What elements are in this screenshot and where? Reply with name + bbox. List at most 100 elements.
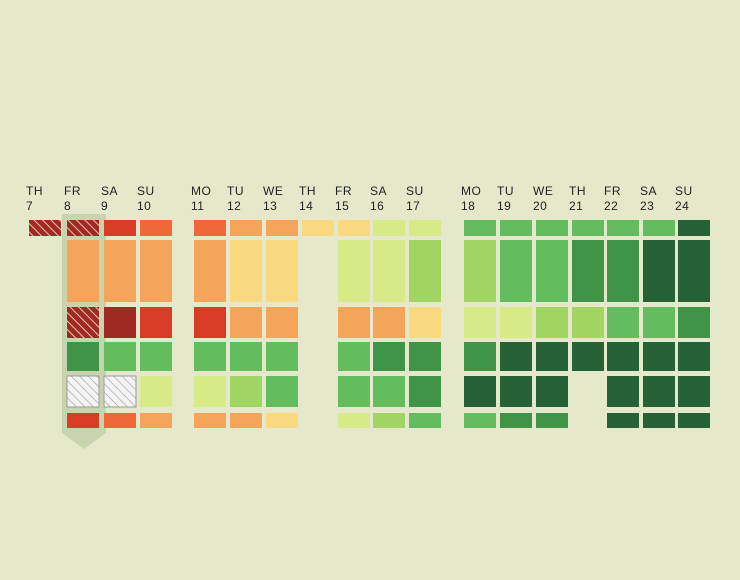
heatmap-cell[interactable]	[66, 375, 100, 408]
heatmap-cell[interactable]	[409, 413, 441, 428]
heatmap-cell[interactable]	[500, 342, 532, 371]
heatmap-cell[interactable]	[373, 342, 405, 371]
day-label[interactable]: SA 23	[640, 184, 657, 214]
heatmap-cell[interactable]	[607, 376, 639, 407]
heatmap-cell[interactable]	[373, 376, 405, 407]
heatmap-cell[interactable]	[266, 413, 298, 428]
heatmap-cell[interactable]	[678, 220, 710, 236]
heatmap-cell[interactable]	[266, 307, 298, 338]
heatmap-cell[interactable]	[607, 220, 639, 236]
day-label[interactable]: WE 20	[533, 184, 553, 214]
heatmap-cell[interactable]	[67, 413, 99, 428]
heatmap-cell[interactable]	[678, 240, 710, 302]
heatmap-cell[interactable]	[643, 342, 675, 371]
heatmap-cell[interactable]	[104, 342, 136, 371]
heatmap-cell[interactable]	[643, 307, 675, 338]
heatmap-cell[interactable]	[464, 342, 496, 371]
heatmap-cell[interactable]	[409, 240, 441, 302]
heatmap-cell[interactable]	[266, 342, 298, 371]
heatmap-cell[interactable]	[572, 342, 604, 371]
heatmap-cell[interactable]	[230, 342, 262, 371]
heatmap-cell[interactable]	[607, 413, 639, 428]
heatmap-cell[interactable]	[678, 342, 710, 371]
heatmap-cell[interactable]	[67, 240, 99, 302]
heatmap-cell[interactable]	[464, 307, 496, 338]
heatmap-cell[interactable]	[464, 240, 496, 302]
heatmap-cell[interactable]	[104, 307, 136, 338]
day-label[interactable]: TU 19	[497, 184, 514, 214]
heatmap-cell[interactable]	[536, 240, 568, 302]
heatmap-cell[interactable]	[409, 307, 441, 338]
heatmap-cell[interactable]	[230, 307, 262, 338]
day-label[interactable]: TH 14	[299, 184, 316, 214]
day-label[interactable]: FR 8	[64, 184, 81, 214]
heatmap-cell[interactable]	[104, 240, 136, 302]
heatmap-cell[interactable]	[373, 307, 405, 338]
heatmap-cell[interactable]	[230, 220, 262, 236]
heatmap-cell[interactable]	[536, 220, 568, 236]
heatmap-cell[interactable]	[536, 342, 568, 371]
day-label[interactable]: TU 12	[227, 184, 244, 214]
heatmap-cell[interactable]	[500, 413, 532, 428]
heatmap-cell[interactable]	[104, 413, 136, 428]
heatmap-cell[interactable]	[29, 220, 61, 236]
heatmap-cell[interactable]	[500, 307, 532, 338]
heatmap-cell[interactable]	[338, 413, 370, 428]
heatmap-cell[interactable]	[194, 376, 226, 407]
day-label[interactable]: FR 15	[335, 184, 352, 214]
heatmap-cell[interactable]	[373, 240, 405, 302]
heatmap-cell[interactable]	[338, 220, 370, 236]
heatmap-cell[interactable]	[572, 240, 604, 302]
heatmap-cell[interactable]	[230, 376, 262, 407]
heatmap-cell[interactable]	[338, 307, 370, 338]
heatmap-cell[interactable]	[464, 376, 496, 407]
heatmap-cell[interactable]	[409, 342, 441, 371]
day-label[interactable]: SA 9	[101, 184, 118, 214]
heatmap-cell[interactable]	[536, 307, 568, 338]
heatmap-cell[interactable]	[140, 413, 172, 428]
heatmap-cell[interactable]	[536, 376, 568, 407]
heatmap-cell[interactable]	[536, 413, 568, 428]
heatmap-cell[interactable]	[607, 307, 639, 338]
heatmap-cell[interactable]	[194, 413, 226, 428]
heatmap-cell[interactable]	[140, 220, 172, 236]
heatmap-cell[interactable]	[643, 240, 675, 302]
heatmap-cell[interactable]	[266, 240, 298, 302]
heatmap-cell[interactable]	[643, 376, 675, 407]
heatmap-cell[interactable]	[643, 220, 675, 236]
heatmap-cell[interactable]	[607, 240, 639, 302]
heatmap-cell[interactable]	[678, 307, 710, 338]
day-label[interactable]: TH 7	[26, 184, 43, 214]
heatmap-cell[interactable]	[500, 220, 532, 236]
heatmap-cell[interactable]	[140, 376, 172, 407]
day-label[interactable]: SA 16	[370, 184, 387, 214]
heatmap-cell[interactable]	[194, 342, 226, 371]
heatmap-cell[interactable]	[67, 220, 99, 236]
heatmap-cell[interactable]	[140, 307, 172, 338]
heatmap-cell[interactable]	[67, 307, 99, 338]
day-label[interactable]: SU 24	[675, 184, 693, 214]
heatmap-cell[interactable]	[194, 220, 226, 236]
heatmap-cell[interactable]	[140, 240, 172, 302]
heatmap-cell[interactable]	[230, 413, 262, 428]
heatmap-cell[interactable]	[373, 220, 405, 236]
heatmap-cell[interactable]	[678, 413, 710, 428]
day-label[interactable]: TH 21	[569, 184, 586, 214]
heatmap-cell[interactable]	[338, 342, 370, 371]
heatmap-cell[interactable]	[572, 307, 604, 338]
heatmap-cell[interactable]	[678, 376, 710, 407]
heatmap-cell[interactable]	[194, 240, 226, 302]
heatmap-cell[interactable]	[338, 376, 370, 407]
day-label[interactable]: SU 17	[406, 184, 424, 214]
heatmap-cell[interactable]	[409, 376, 441, 407]
heatmap-cell[interactable]	[607, 342, 639, 371]
heatmap-cell[interactable]	[194, 307, 226, 338]
heatmap-cell[interactable]	[409, 220, 441, 236]
day-label[interactable]: SU 10	[137, 184, 155, 214]
day-label[interactable]: MO 18	[461, 184, 481, 214]
heatmap-cell[interactable]	[266, 376, 298, 407]
heatmap-cell[interactable]	[500, 376, 532, 407]
day-label[interactable]: FR 22	[604, 184, 621, 214]
heatmap-cell[interactable]	[266, 220, 298, 236]
heatmap-cell[interactable]	[643, 413, 675, 428]
